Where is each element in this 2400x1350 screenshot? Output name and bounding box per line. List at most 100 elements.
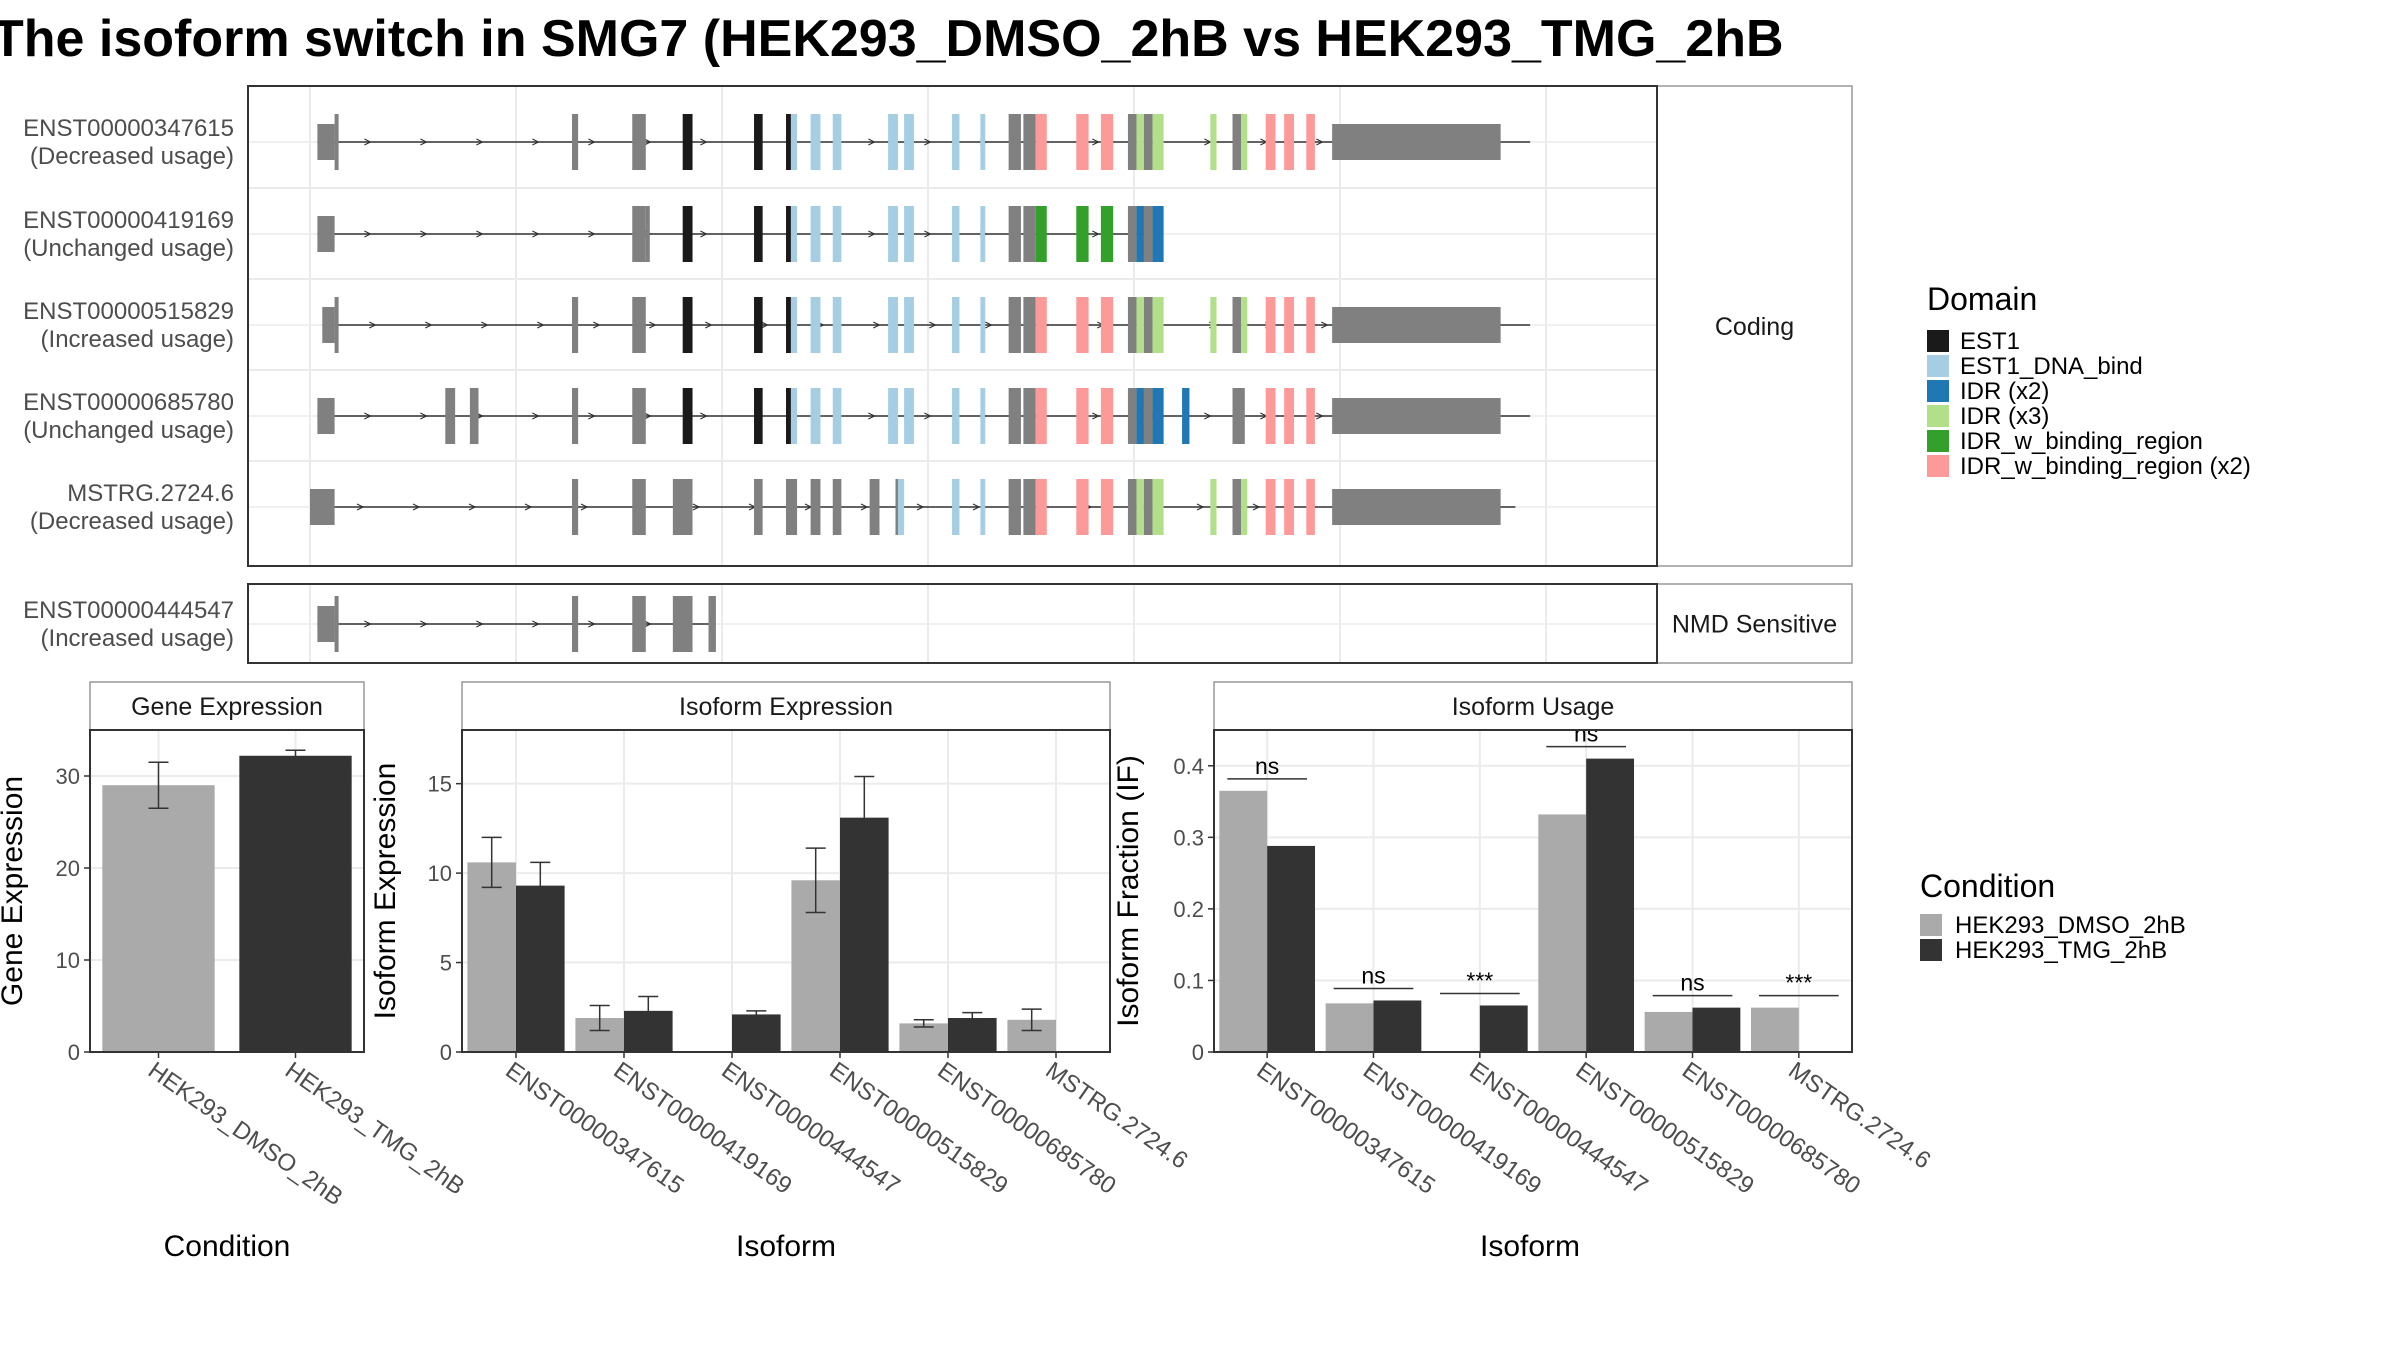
legend-domain-label: IDR (x3) <box>1960 403 2049 430</box>
exon-block <box>1127 114 1137 170</box>
intron-arrow <box>924 230 932 238</box>
bar <box>1373 1000 1422 1052</box>
transcript-status-label: (Increased usage) <box>41 625 234 652</box>
chart-2: Isoform Usage 0 0.1 0.2 0.3 0.4 ENST0000034761… <box>1112 681 1935 1263</box>
chart-1: Isoform Expression051015ENST00000347615E… <box>369 681 1193 1263</box>
legend-condition-title: Condition <box>1920 868 2055 904</box>
intron-arrow <box>532 230 540 238</box>
intron-arrow <box>700 138 708 146</box>
x-tick-label: ENST00000347615 <box>501 1057 689 1200</box>
exon-block <box>1143 297 1153 353</box>
x-tick-label: ENST00000444547 <box>1464 1057 1652 1200</box>
exon-block <box>895 479 900 535</box>
legend-condition-swatch <box>1920 914 1942 936</box>
bar <box>1538 814 1587 1052</box>
intron-arrow <box>420 230 428 238</box>
transcript-status-label: (Decreased usage) <box>30 508 234 535</box>
exon-block <box>1241 297 1248 353</box>
exon-block <box>632 596 646 652</box>
exon-block <box>832 388 842 444</box>
exon-block <box>786 479 798 535</box>
exon-block <box>1008 479 1021 535</box>
exon-block <box>1076 388 1089 444</box>
intron-arrow <box>476 230 484 238</box>
exon-block <box>1076 114 1089 170</box>
exon-block <box>310 489 335 525</box>
exon-block <box>1127 206 1137 262</box>
exon-block <box>469 388 479 444</box>
intron-arrow <box>1316 138 1324 146</box>
y-tick-label: 30 <box>56 764 80 789</box>
exon-block <box>1035 114 1047 170</box>
y-tick-label: 5 <box>440 951 452 976</box>
exon-block <box>1100 297 1114 353</box>
exon-block <box>1182 388 1190 444</box>
transcript-id-label: MSTRG.2724.6 <box>67 480 234 507</box>
exon-block <box>754 479 763 535</box>
exon-block <box>754 206 763 262</box>
exon-block <box>952 297 960 353</box>
intron-arrow <box>705 321 713 329</box>
y-tick-label: 0 <box>1192 1040 1204 1065</box>
intron-arrow <box>532 138 540 146</box>
exon-block <box>1008 388 1021 444</box>
exon-block <box>1076 206 1089 262</box>
exon-block <box>888 297 898 353</box>
exon-block <box>1023 297 1036 353</box>
exon-block <box>790 297 798 353</box>
exon-block <box>1332 124 1501 160</box>
exon-block <box>1076 297 1089 353</box>
intron-arrow <box>916 503 925 511</box>
exon-block <box>754 297 763 353</box>
exon-block <box>632 114 646 170</box>
exon-block <box>682 114 693 170</box>
exon-block <box>1136 206 1144 262</box>
transcript-id-label: ENST00000347615 <box>23 115 234 142</box>
x-axis-label: Isoform <box>736 1230 836 1263</box>
structure-strip <box>1656 583 1853 664</box>
exon-block <box>1035 206 1047 262</box>
intron-arrow <box>524 503 533 511</box>
transcript-id-label: ENST00000444547 <box>23 597 234 624</box>
exon-block <box>1143 114 1153 170</box>
exon-block <box>1306 297 1315 353</box>
exon-block <box>1035 479 1047 535</box>
intron-arrow <box>700 412 708 420</box>
x-tick-label: ENST00000419169 <box>1358 1057 1546 1200</box>
transcript-status-label: (Unchanged usage) <box>23 235 234 262</box>
transcript-id-label: ENST00000419169 <box>23 207 234 234</box>
x-tick-label: ENST00000515829 <box>825 1057 1013 1200</box>
bar <box>1644 1011 1693 1052</box>
transcript-status-label: (Decreased usage) <box>30 143 234 170</box>
exon-block <box>1232 479 1242 535</box>
exon-block <box>1023 206 1036 262</box>
exon-block <box>1265 297 1276 353</box>
intron-arrow <box>924 138 932 146</box>
exon-block <box>1127 388 1137 444</box>
intron-arrow <box>649 321 657 329</box>
exon-block <box>1210 297 1217 353</box>
exon-block <box>888 114 898 170</box>
significance-label: *** <box>1466 967 1493 993</box>
intron-arrow <box>364 230 372 238</box>
exon-block <box>980 206 986 262</box>
exon-block <box>904 388 914 444</box>
exon-block <box>810 388 821 444</box>
chart-strip <box>461 681 1111 731</box>
x-tick-label: ENST00000685780 <box>1677 1057 1865 1200</box>
exon-block <box>952 206 960 262</box>
intron-arrow <box>860 503 869 511</box>
exon-block <box>1241 479 1248 535</box>
exon-block <box>1152 388 1164 444</box>
exon-block <box>445 388 456 444</box>
exon-block <box>888 388 898 444</box>
exon-block <box>1023 114 1036 170</box>
bar <box>1586 758 1635 1052</box>
exon-block <box>1265 114 1276 170</box>
bar <box>239 755 352 1052</box>
exon-block <box>682 388 693 444</box>
intron-arrow <box>924 412 932 420</box>
exon-block <box>334 297 339 353</box>
intron-arrow <box>476 620 484 628</box>
